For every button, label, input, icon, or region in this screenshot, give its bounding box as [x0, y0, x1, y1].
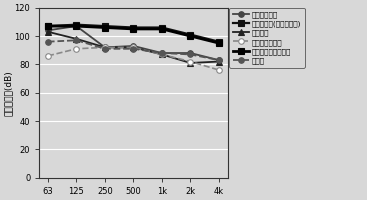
公開ホール(ロック音楽)	[46, 25, 50, 27]
ドラマスタジオ	[103, 46, 107, 49]
Y-axis label: 音圧レベル(dB): 音圧レベル(dB)	[4, 70, 13, 116]
ドラマスタジオ	[131, 46, 136, 49]
公開ホール(ロック音楽)	[188, 33, 193, 36]
公開ホール(ロック音楽)	[160, 26, 164, 29]
副調整室	[188, 62, 193, 64]
公開ホール(ロック音楽)	[217, 40, 221, 43]
芸能スタジオ	[46, 29, 50, 32]
副調整室	[74, 38, 79, 40]
芸能スタジオ	[188, 52, 193, 54]
調整室	[131, 48, 136, 50]
ポスト録音スタジオ	[188, 35, 193, 37]
調整室	[160, 52, 164, 54]
Line: ポスト録音スタジオ: ポスト録音スタジオ	[44, 23, 222, 47]
副調整室	[131, 46, 136, 49]
ドラマスタジオ	[160, 53, 164, 56]
芸能スタジオ	[160, 52, 164, 54]
芸能スタジオ	[74, 25, 79, 27]
調整室	[188, 53, 193, 56]
Line: 副調整室: 副調整室	[45, 29, 222, 66]
公開ホール(ロック音楽)	[74, 23, 79, 26]
ポスト録音スタジオ	[160, 28, 164, 30]
Line: ドラマスタジオ: ドラマスタジオ	[45, 45, 222, 73]
副調整室	[46, 31, 50, 33]
ドラマスタジオ	[46, 55, 50, 57]
ポスト録音スタジオ	[217, 42, 221, 44]
Legend: 芸能スタジオ, 公開ホール(ロック音楽), 副調整室, ドラマスタジオ, ポスト録音スタジオ, 調整室: 芸能スタジオ, 公開ホール(ロック音楽), 副調整室, ドラマスタジオ, ポスト…	[229, 8, 305, 68]
ポスト録音スタジオ	[131, 28, 136, 30]
芸能スタジオ	[217, 59, 221, 61]
調整室	[74, 39, 79, 41]
ドラマスタジオ	[74, 48, 79, 50]
調整室	[103, 48, 107, 50]
芸能スタジオ	[131, 45, 136, 47]
ポスト録音スタジオ	[74, 25, 79, 27]
公開ホール(ロック音楽)	[103, 25, 107, 27]
副調整室	[217, 60, 221, 63]
Line: 芸能スタジオ: 芸能スタジオ	[45, 23, 222, 63]
ドラマスタジオ	[217, 69, 221, 71]
副調整室	[103, 46, 107, 49]
ドラマスタジオ	[188, 60, 193, 63]
ポスト録音スタジオ	[103, 26, 107, 29]
芸能スタジオ	[103, 46, 107, 49]
ポスト録音スタジオ	[46, 25, 50, 27]
副調整室	[160, 53, 164, 56]
調整室	[217, 59, 221, 61]
公開ホール(ロック音楽)	[131, 26, 136, 29]
調整室	[46, 40, 50, 43]
Line: 公開ホール(ロック音楽): 公開ホール(ロック音楽)	[45, 22, 222, 44]
Line: 調整室: 調整室	[45, 37, 222, 63]
